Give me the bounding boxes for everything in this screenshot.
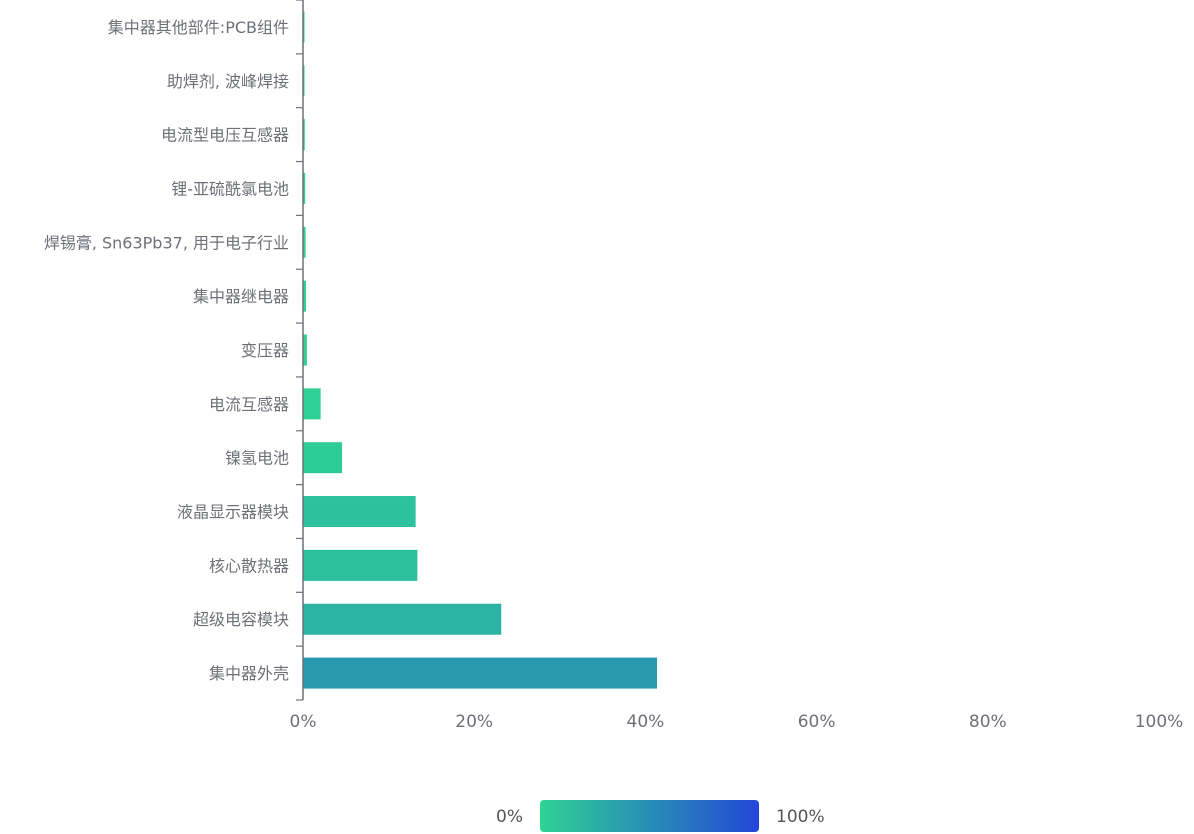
category-label: 焊锡膏, Sn63Pb37, 用于电子行业 <box>44 233 289 252</box>
x-axis-tick-labels: 0% 20% 40% 60% 80% 100% <box>290 712 1184 732</box>
bar[interactable] <box>303 657 658 689</box>
bar[interactable] <box>303 11 305 43</box>
legend-max-label: 100% <box>776 807 825 827</box>
category-label: 电流型电压互感器 <box>161 126 289 145</box>
x-tick-label: 40% <box>627 712 665 732</box>
category-label: 核心散热器 <box>209 556 289 575</box>
legend-min-label: 0% <box>496 807 523 827</box>
bar[interactable] <box>303 388 321 420</box>
visual-map-legend: 0% 100% <box>496 800 825 832</box>
y-axis <box>296 0 304 701</box>
bar[interactable] <box>303 549 418 581</box>
category-label: 液晶显示器模块 <box>177 503 289 522</box>
x-tick-label: 60% <box>798 712 836 732</box>
category-label: 集中器继电器 <box>193 287 289 306</box>
x-tick-label: 80% <box>969 712 1007 732</box>
category-label: 镍氢电池 <box>225 449 289 468</box>
category-label: 超级电容模块 <box>193 610 289 629</box>
bar[interactable] <box>303 496 416 528</box>
category-label: 变压器 <box>241 341 289 360</box>
bar[interactable] <box>303 603 502 635</box>
x-tick-label: 20% <box>455 712 493 732</box>
legend-gradient-bar[interactable] <box>540 800 759 832</box>
bar[interactable] <box>303 442 343 474</box>
bar[interactable] <box>303 119 305 151</box>
x-tick-label: 100% <box>1135 712 1184 732</box>
category-label: 锂-亚硫酰氯电池 <box>171 179 289 198</box>
category-label: 助焊剂, 波峰焊接 <box>167 72 289 91</box>
category-label: 集中器其他部件:PCB组件 <box>108 18 289 37</box>
bar[interactable] <box>303 65 305 97</box>
category-label: 电流互感器 <box>209 395 289 414</box>
bar[interactable] <box>303 280 307 312</box>
category-label: 集中器外壳 <box>209 664 289 683</box>
x-tick-label: 0% <box>290 712 317 732</box>
bar[interactable] <box>303 334 307 366</box>
category-labels: 集中器外壳 超级电容模块 核心散热器 液晶显示器模块 镍氢电池 电流互感器 变压器 集中器继电… <box>44 18 289 683</box>
bar[interactable] <box>303 172 306 204</box>
bars-layer <box>303 11 658 689</box>
bar[interactable] <box>303 226 306 258</box>
